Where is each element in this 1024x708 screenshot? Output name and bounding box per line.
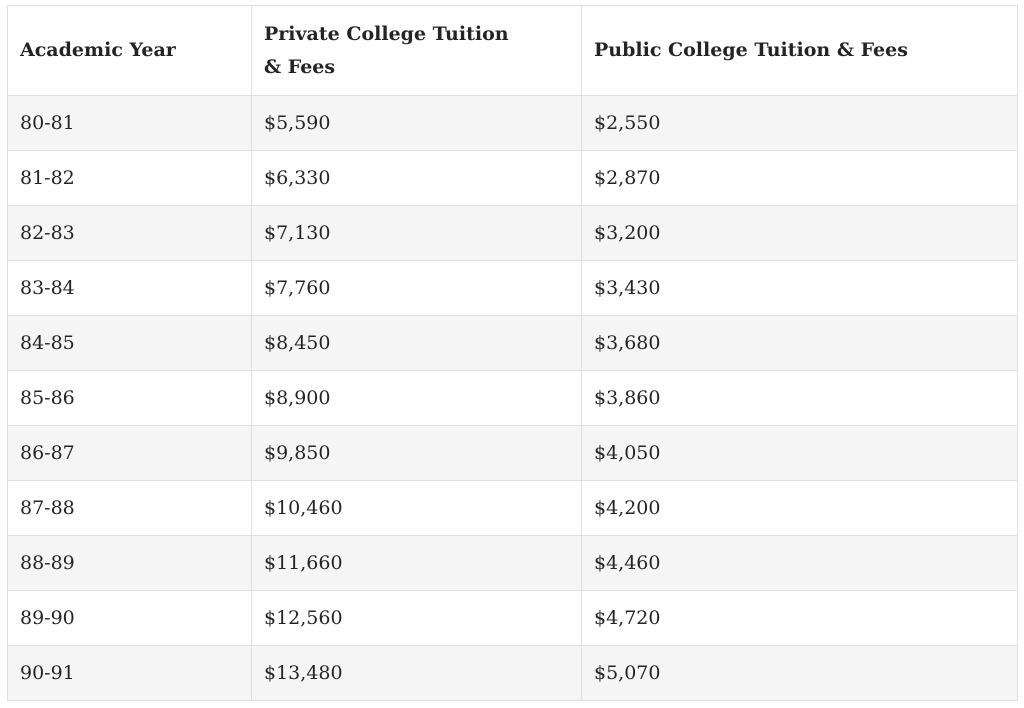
cell-academic-year: 80-81: [7, 95, 252, 151]
cell-private-tuition: $9,850: [251, 425, 582, 481]
table-row: 82-83 $7,130 $3,200: [7, 205, 1018, 261]
cell-private-tuition: $10,460: [251, 480, 582, 536]
cell-public-tuition: $3,200: [581, 205, 1018, 261]
cell-public-tuition: $4,720: [581, 590, 1018, 646]
cell-public-tuition: $3,680: [581, 315, 1018, 371]
cell-public-tuition: $2,550: [581, 95, 1018, 151]
tuition-table: Academic Year Private College Tuition & …: [7, 5, 1018, 701]
table-row: 85-86 $8,900 $3,860: [7, 370, 1018, 426]
cell-public-tuition: $3,430: [581, 260, 1018, 316]
table-row: 84-85 $8,450 $3,680: [7, 315, 1018, 371]
cell-academic-year: 83-84: [7, 260, 252, 316]
cell-academic-year: 86-87: [7, 425, 252, 481]
header-public-tuition: Public College Tuition & Fees: [581, 5, 1018, 96]
cell-public-tuition: $4,460: [581, 535, 1018, 591]
table-row: 86-87 $9,850 $4,050: [7, 425, 1018, 481]
table-row: 89-90 $12,560 $4,720: [7, 590, 1018, 646]
table-row: 83-84 $7,760 $3,430: [7, 260, 1018, 316]
table-row: 80-81 $5,590 $2,550: [7, 95, 1018, 151]
cell-private-tuition: $7,760: [251, 260, 582, 316]
cell-academic-year: 85-86: [7, 370, 252, 426]
header-academic-year: Academic Year: [7, 5, 252, 96]
cell-public-tuition: $3,860: [581, 370, 1018, 426]
cell-academic-year: 88-89: [7, 535, 252, 591]
cell-academic-year: 84-85: [7, 315, 252, 371]
header-private-tuition-label: Private College Tuition & Fees: [264, 23, 509, 78]
table-row: 90-91 $13,480 $5,070: [7, 645, 1018, 701]
header-public-tuition-label: Public College Tuition & Fees: [594, 39, 908, 62]
table-row: 81-82 $6,330 $2,870: [7, 150, 1018, 206]
cell-public-tuition: $4,200: [581, 480, 1018, 536]
table-body: 80-81 $5,590 $2,550 81-82 $6,330 $2,870 …: [7, 95, 1018, 701]
cell-private-tuition: $6,330: [251, 150, 582, 206]
cell-private-tuition: $8,450: [251, 315, 582, 371]
cell-private-tuition: $7,130: [251, 205, 582, 261]
cell-public-tuition: $4,050: [581, 425, 1018, 481]
table-header: Academic Year Private College Tuition & …: [7, 5, 1018, 96]
cell-private-tuition: $12,560: [251, 590, 582, 646]
cell-private-tuition: $11,660: [251, 535, 582, 591]
cell-public-tuition: $2,870: [581, 150, 1018, 206]
header-row: Academic Year Private College Tuition & …: [7, 5, 1018, 96]
header-private-tuition: Private College Tuition & Fees: [251, 5, 582, 96]
cell-academic-year: 87-88: [7, 480, 252, 536]
cell-private-tuition: $5,590: [251, 95, 582, 151]
table-row: 87-88 $10,460 $4,200: [7, 480, 1018, 536]
header-academic-year-label: Academic Year: [20, 39, 176, 62]
cell-academic-year: 90-91: [7, 645, 252, 701]
cell-academic-year: 81-82: [7, 150, 252, 206]
table-row: 88-89 $11,660 $4,460: [7, 535, 1018, 591]
cell-academic-year: 89-90: [7, 590, 252, 646]
cell-private-tuition: $8,900: [251, 370, 582, 426]
cell-academic-year: 82-83: [7, 205, 252, 261]
cell-public-tuition: $5,070: [581, 645, 1018, 701]
cell-private-tuition: $13,480: [251, 645, 582, 701]
